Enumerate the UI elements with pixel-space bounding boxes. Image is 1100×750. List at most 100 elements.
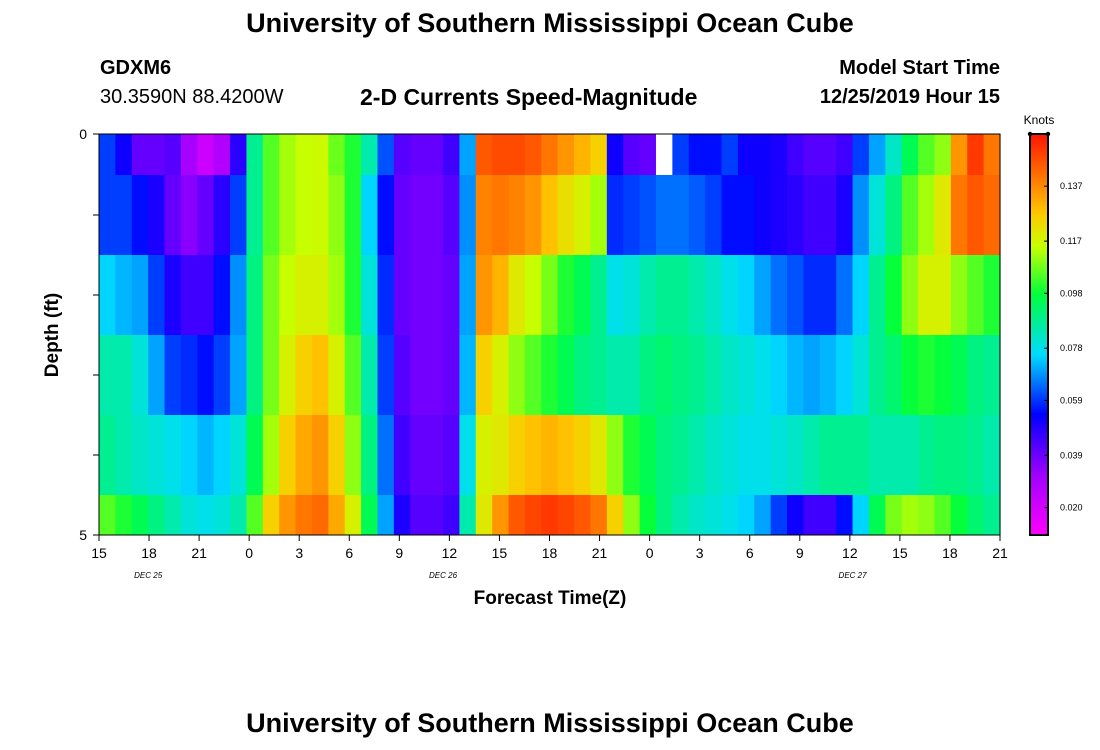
heatmap-cell: [328, 134, 346, 175]
heatmap-cell: [197, 134, 215, 175]
heatmap-cell: [410, 415, 428, 495]
heatmap-cell: [197, 175, 215, 255]
heatmap-cell: [819, 495, 837, 535]
heatmap-cell: [524, 134, 542, 175]
heatmap-cell: [590, 335, 608, 415]
heatmap-cell: [590, 415, 608, 495]
heatmap-cell: [393, 335, 411, 415]
heatmap-cell: [852, 335, 870, 415]
heatmap-cell: [475, 335, 493, 415]
x-tick-label: 15: [492, 545, 508, 561]
heatmap-cell: [541, 175, 559, 255]
x-tick-label: 3: [295, 545, 303, 561]
heatmap-cell: [131, 335, 149, 415]
heatmap-cell: [99, 175, 116, 255]
heatmap-cell: [213, 415, 231, 495]
heatmap-cell: [967, 415, 985, 495]
x-tick-label: 6: [746, 545, 754, 561]
heatmap-cell: [934, 335, 952, 415]
heatmap-cell: [901, 175, 919, 255]
heatmap-cell: [754, 335, 772, 415]
heatmap-cell: [328, 255, 346, 335]
heatmap-cell: [574, 335, 592, 415]
y-tick-label: 0: [79, 126, 87, 142]
heatmap-cell: [655, 415, 673, 495]
heatmap-cell: [721, 495, 739, 535]
heatmap-cell: [459, 134, 477, 175]
heatmap-cell: [361, 415, 379, 495]
heatmap-cell: [311, 335, 329, 415]
heatmap-cell: [508, 255, 526, 335]
heatmap-cell: [639, 415, 657, 495]
heatmap-cell: [819, 175, 837, 255]
heatmap-cell: [655, 335, 673, 415]
heatmap-cell: [524, 335, 542, 415]
heatmap-cell: [443, 415, 460, 495]
heatmap-cell: [688, 175, 706, 255]
heatmap-cells: [99, 134, 1001, 535]
heatmap-cell: [557, 134, 575, 175]
heatmap-cell: [279, 415, 297, 495]
heatmap-cell: [868, 335, 886, 415]
heatmap-cell: [852, 134, 870, 175]
heatmap-cell: [688, 335, 706, 415]
heatmap-cell: [246, 335, 264, 415]
heatmap-cell: [492, 175, 510, 255]
heatmap-cell: [230, 415, 248, 495]
x-tick-label: 21: [992, 545, 1008, 561]
heatmap-cell: [639, 175, 657, 255]
x-tick-label: 6: [345, 545, 353, 561]
heatmap-cell-missing: [655, 134, 673, 175]
heatmap-cell: [639, 134, 657, 175]
heatmap-cell: [672, 255, 690, 335]
colorbar-tick-label: 0.137: [1060, 181, 1083, 191]
footer-title: University of Southern Mississippi Ocean…: [246, 708, 854, 738]
heatmap-cell: [443, 495, 460, 535]
heatmap-cell: [344, 175, 362, 255]
heatmap-cell: [721, 255, 739, 335]
heatmap-cell: [230, 175, 248, 255]
heatmap-cell: [623, 134, 641, 175]
heatmap-cell: [590, 255, 608, 335]
station-coordinates: 30.3590N 88.4200W: [100, 86, 284, 108]
main-title: University of Southern Mississippi Ocean…: [246, 8, 854, 38]
heatmap-cell: [361, 134, 379, 175]
heatmap-cell: [770, 335, 788, 415]
colorbar: Knots 0.020 0.039 0.059 0.078 0.098 0.117 0.137: [1024, 113, 1083, 536]
colorbar-tick-label: 0.020: [1060, 503, 1083, 513]
heatmap-cell: [803, 495, 821, 535]
colorbar-title: Knots: [1024, 113, 1055, 127]
heatmap-cell: [623, 495, 641, 535]
heatmap-cell: [655, 495, 673, 535]
heatmap-cell: [475, 255, 493, 335]
heatmap-cell: [180, 335, 198, 415]
colorbar-tick-label: 0.039: [1060, 450, 1083, 460]
heatmap-cell: [721, 134, 739, 175]
heatmap-cell: [754, 495, 772, 535]
heatmap-cell: [393, 255, 411, 335]
heatmap-cell: [164, 134, 182, 175]
heatmap-cell: [623, 255, 641, 335]
heatmap-cell: [705, 335, 723, 415]
heatmap-cell: [737, 495, 755, 535]
heatmap-cell: [918, 255, 936, 335]
heatmap-cell: [230, 134, 248, 175]
heatmap-cell: [361, 335, 379, 415]
heatmap-cell: [443, 255, 460, 335]
x-tick-label: 18: [942, 545, 958, 561]
heatmap-cell: [868, 415, 886, 495]
heatmap-cell: [148, 495, 166, 535]
heatmap-cell: [213, 134, 231, 175]
heatmap-cell: [770, 495, 788, 535]
heatmap-cell: [934, 495, 952, 535]
heatmap-cell: [246, 175, 264, 255]
heatmap-cell: [344, 335, 362, 415]
heatmap-cell: [770, 175, 788, 255]
x-tick-label: 18: [542, 545, 558, 561]
heatmap-cell: [459, 415, 477, 495]
heatmap-cell: [311, 255, 329, 335]
heatmap-cell: [836, 134, 854, 175]
heatmap-cell: [967, 255, 985, 335]
heatmap-cell: [983, 335, 1001, 415]
